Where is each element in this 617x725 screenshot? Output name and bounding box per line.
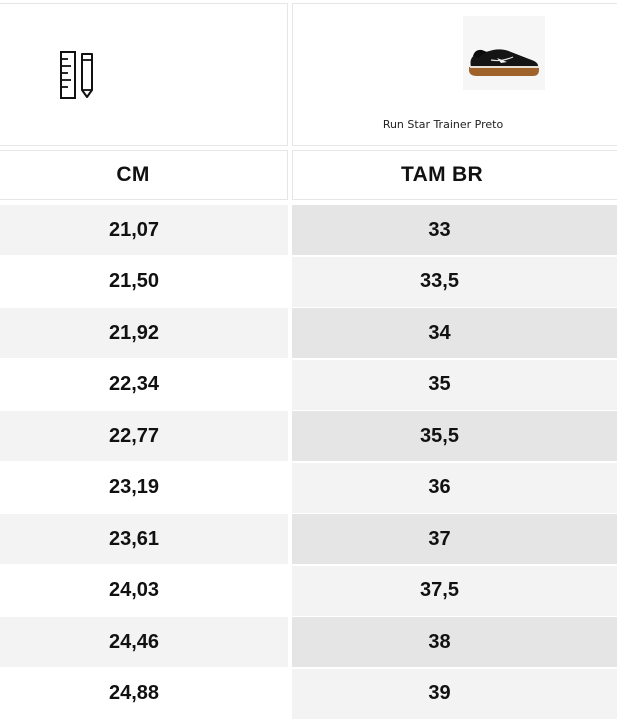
cm-column: CM 21,07 21,50 21,92 22,34 22,77 23,19 2…: [0, 0, 288, 725]
cm-header: CM: [0, 150, 288, 200]
sneaker-image: [463, 16, 545, 90]
br-cell: 35: [292, 359, 617, 410]
cm-cell: 24,46: [0, 617, 288, 667]
br-column: Run Star Trainer Preto TAM BR 33 33,5 34…: [292, 0, 617, 725]
cm-cell: 21,50: [0, 256, 288, 307]
br-header: TAM BR: [292, 150, 617, 200]
br-cell: 33: [292, 205, 617, 255]
measure-icon-cell: [0, 3, 288, 146]
cm-cell: 21,92: [0, 308, 288, 358]
br-cell: 34: [292, 308, 617, 358]
br-cell: 35,5: [292, 411, 617, 461]
br-cell: 33,5: [292, 256, 617, 307]
br-rows: 33 33,5 34 35 35,5 36 37 37,5 38 39: [292, 205, 617, 720]
cm-cell: 21,07: [0, 205, 288, 255]
ruler-pencil-icon: [60, 51, 93, 99]
product-name: Run Star Trainer Preto: [382, 118, 504, 131]
cm-cell: 23,61: [0, 514, 288, 564]
cm-cell: 24,03: [0, 565, 288, 616]
br-cell: 37: [292, 514, 617, 564]
cm-rows: 21,07 21,50 21,92 22,34 22,77 23,19 23,6…: [0, 205, 288, 720]
br-cell: 37,5: [292, 565, 617, 616]
br-cell: 36: [292, 462, 617, 513]
br-cell: 38: [292, 617, 617, 667]
product-cell: Run Star Trainer Preto: [292, 3, 617, 146]
cm-cell: 24,88: [0, 668, 288, 719]
br-cell: 39: [292, 668, 617, 719]
cm-cell: 22,34: [0, 359, 288, 410]
cm-cell: 22,77: [0, 411, 288, 461]
cm-cell: 23,19: [0, 462, 288, 513]
sneaker-icon: [469, 49, 539, 76]
